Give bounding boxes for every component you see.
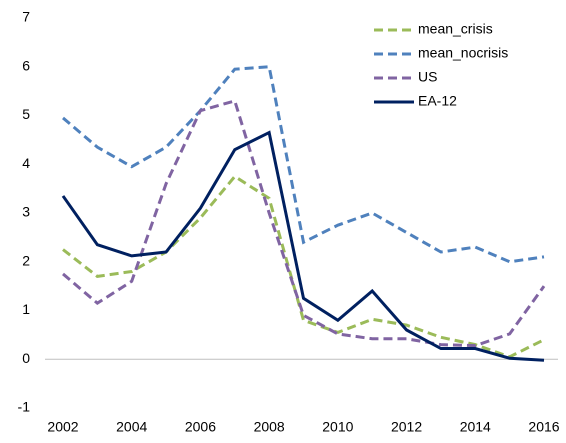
y-tick-label: 6 [22,57,30,73]
legend-label: US [418,69,437,85]
series-line [63,67,544,262]
x-tick-label: 2006 [185,419,216,435]
y-tick-label: 5 [22,106,30,122]
y-tick-label: -1 [18,399,31,415]
x-tick-label: 2010 [322,419,353,435]
y-tick-label: 0 [22,350,30,366]
series-line [63,176,544,356]
y-tick-label: 1 [22,301,30,317]
y-tick-label: 4 [22,155,30,171]
legend-label: EA-12 [418,93,457,109]
series-line [63,101,544,346]
y-tick-label: 7 [22,9,30,25]
x-tick-label: 2002 [47,419,78,435]
x-tick-label: 2012 [391,419,422,435]
y-tick-label: 2 [22,252,30,268]
x-tick-label: 2016 [528,419,559,435]
x-tick-label: 2004 [116,419,147,435]
series-line [63,133,544,361]
legend-label: mean_crisis [418,21,493,37]
x-tick-label: 2008 [254,419,285,435]
x-tick-label: 2014 [460,419,491,435]
legend-label: mean_nocrisis [418,45,508,61]
y-tick-label: 3 [22,204,30,220]
